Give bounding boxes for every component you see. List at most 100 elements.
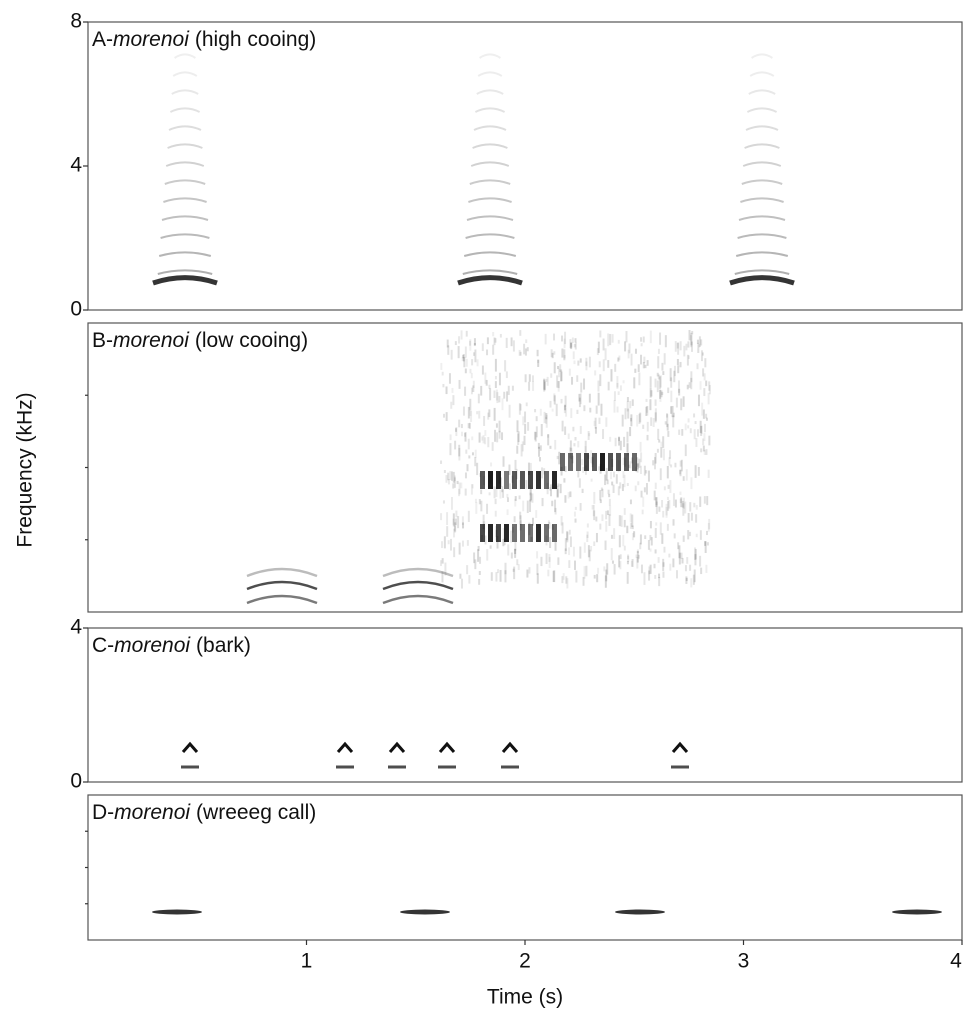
noise bbox=[692, 574, 695, 585]
noise bbox=[440, 560, 443, 567]
noise bbox=[618, 355, 621, 361]
noise bbox=[654, 399, 657, 406]
noise bbox=[468, 422, 471, 429]
noise bbox=[599, 499, 602, 504]
noise bbox=[661, 533, 664, 544]
noise bbox=[605, 569, 608, 582]
noise bbox=[467, 510, 470, 522]
noise bbox=[514, 548, 517, 555]
noise bbox=[440, 541, 443, 549]
noise bbox=[629, 513, 632, 523]
noise bbox=[626, 443, 629, 456]
harmonic-blob bbox=[504, 471, 509, 489]
harmonic-trace bbox=[468, 197, 512, 203]
noise bbox=[686, 384, 689, 390]
noise bbox=[609, 333, 612, 346]
noise bbox=[682, 476, 685, 481]
noise bbox=[645, 470, 648, 474]
bark-trace bbox=[336, 741, 354, 753]
noise bbox=[563, 349, 566, 361]
noise bbox=[636, 415, 639, 427]
noise bbox=[502, 527, 505, 540]
noise bbox=[506, 493, 509, 498]
noise bbox=[507, 385, 510, 395]
cooing-trace bbox=[382, 567, 454, 578]
noise bbox=[553, 362, 556, 374]
noise bbox=[597, 341, 600, 353]
noise bbox=[642, 336, 645, 343]
noise bbox=[626, 561, 629, 565]
noise bbox=[696, 363, 699, 370]
noise bbox=[703, 449, 706, 455]
noise bbox=[454, 428, 457, 432]
noise bbox=[451, 387, 454, 393]
fundamental-trace bbox=[457, 275, 523, 286]
noise bbox=[662, 510, 665, 518]
noise bbox=[464, 472, 467, 479]
noise bbox=[458, 419, 461, 428]
harmonic-blob bbox=[520, 471, 525, 489]
noise bbox=[647, 470, 650, 482]
noise bbox=[548, 522, 551, 529]
noise bbox=[659, 522, 662, 535]
noise bbox=[481, 343, 484, 352]
noise bbox=[460, 578, 463, 589]
noise bbox=[446, 526, 449, 537]
noise bbox=[544, 381, 547, 391]
noise bbox=[549, 445, 552, 449]
noise bbox=[566, 578, 569, 589]
harmonic-trace bbox=[735, 251, 789, 257]
noise bbox=[680, 497, 683, 508]
noise bbox=[639, 412, 642, 423]
noise bbox=[541, 467, 544, 479]
noise bbox=[617, 391, 620, 395]
harmonic-blob bbox=[488, 524, 493, 542]
noise bbox=[685, 576, 688, 584]
noise bbox=[494, 498, 497, 505]
noise bbox=[705, 449, 708, 455]
noise bbox=[669, 480, 672, 493]
noise bbox=[526, 569, 529, 578]
bark-trace bbox=[501, 741, 519, 753]
noise bbox=[499, 489, 502, 499]
spectrogram-panel: D-morenoi (wreeeg call) bbox=[85, 794, 963, 941]
noise bbox=[684, 565, 687, 572]
noise bbox=[614, 363, 617, 372]
noise bbox=[608, 514, 611, 526]
noise bbox=[678, 552, 681, 565]
noise bbox=[536, 573, 539, 584]
noise bbox=[519, 351, 522, 356]
harmonic-trace bbox=[163, 197, 207, 203]
noise bbox=[498, 430, 501, 439]
noise bbox=[469, 398, 472, 411]
harmonic-trace bbox=[749, 71, 775, 77]
noise bbox=[673, 533, 676, 539]
noise bbox=[571, 337, 574, 344]
noise bbox=[602, 338, 605, 351]
noise bbox=[539, 445, 542, 451]
noise bbox=[532, 381, 535, 391]
panel-frame bbox=[87, 322, 963, 613]
noise bbox=[588, 393, 591, 403]
noise bbox=[588, 549, 591, 562]
noise bbox=[487, 412, 490, 420]
noise bbox=[564, 548, 567, 555]
noise bbox=[525, 339, 528, 344]
noise bbox=[686, 557, 689, 564]
noise bbox=[607, 360, 610, 368]
noise bbox=[594, 427, 597, 434]
noise bbox=[556, 455, 559, 460]
noise bbox=[484, 535, 487, 545]
noise bbox=[494, 429, 497, 442]
noise bbox=[457, 346, 460, 359]
noise bbox=[687, 513, 690, 523]
noise bbox=[624, 341, 627, 352]
noise bbox=[678, 388, 681, 396]
noise bbox=[671, 405, 674, 418]
noise bbox=[687, 530, 690, 540]
noise bbox=[476, 359, 479, 367]
bark-trace bbox=[671, 741, 689, 753]
noise bbox=[568, 547, 571, 556]
noise bbox=[672, 412, 675, 418]
noise bbox=[561, 348, 564, 358]
